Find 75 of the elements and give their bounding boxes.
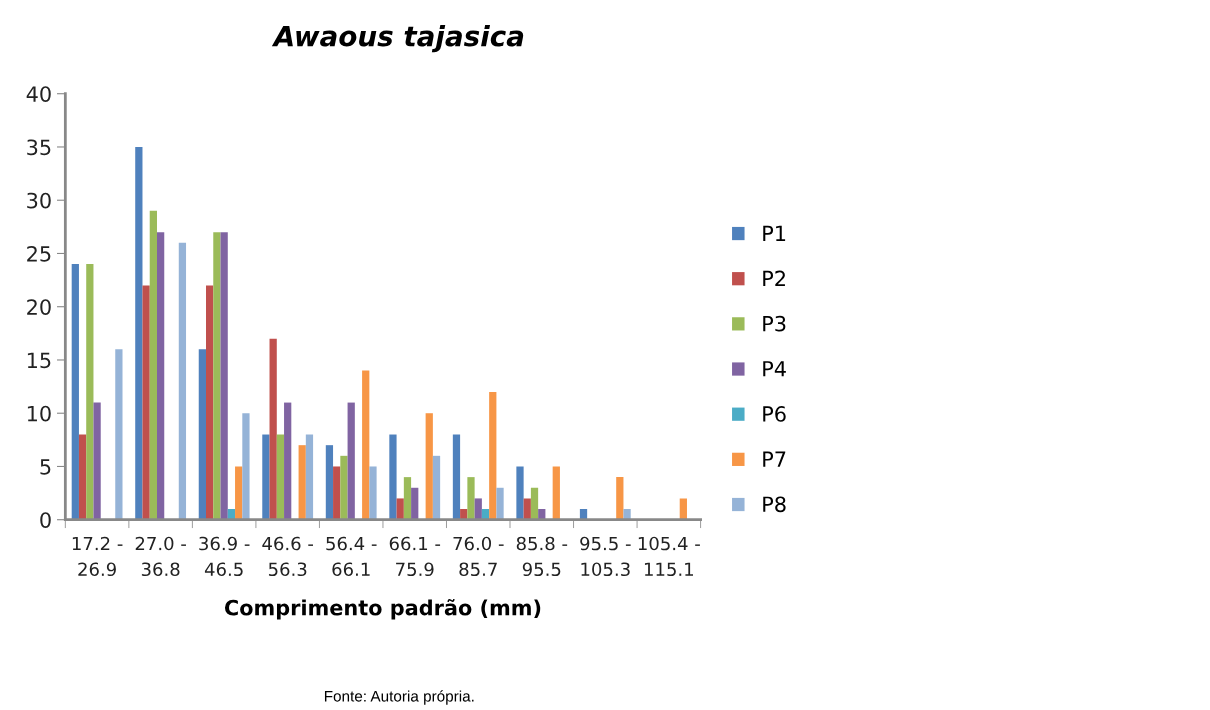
bar	[523, 498, 531, 520]
bar	[467, 477, 475, 520]
x-tick-label: 105.4 - 115.1	[638, 536, 700, 577]
y-tick-label: 20	[27, 299, 51, 315]
legend-label: P6	[763, 406, 786, 422]
bar	[276, 434, 285, 520]
legend-label: P1	[763, 225, 786, 241]
bar	[178, 242, 187, 520]
legend-label: P7	[763, 451, 786, 467]
x-tick-label: 17.2 - 26.9	[72, 536, 123, 577]
bar	[198, 349, 206, 520]
bar	[530, 487, 539, 520]
bar	[396, 498, 404, 520]
bar	[284, 402, 292, 520]
bar	[474, 498, 482, 520]
x-tick-label: 46.6 - 56.3	[262, 536, 314, 577]
bar	[623, 509, 631, 520]
bar	[149, 210, 157, 520]
bar	[93, 402, 101, 520]
bar	[362, 370, 370, 520]
legend-label: P2	[763, 270, 785, 287]
bar	[489, 391, 497, 520]
bar	[220, 232, 228, 520]
bar	[432, 455, 441, 520]
x-tick-label: 76.0 - 85.7	[453, 536, 504, 577]
bar	[206, 285, 214, 520]
y-tick-label: 10	[27, 405, 51, 422]
y-tick-label: 15	[27, 352, 51, 369]
y-tick-label: 30	[27, 192, 51, 209]
y-tick-label: 0	[40, 512, 51, 528]
bar	[389, 434, 397, 520]
x-tick-label: 27.0 - 36.8	[135, 536, 186, 577]
bar	[78, 434, 87, 520]
source-note: Fonte: Autoria própria.	[324, 690, 474, 705]
bar	[496, 487, 504, 520]
bar	[157, 232, 165, 520]
bar	[115, 349, 123, 520]
y-tick-label: 25	[27, 245, 51, 262]
bar	[86, 264, 94, 520]
legend-label: P3	[763, 315, 786, 332]
y-tick-label: 40	[26, 86, 51, 102]
bar	[135, 146, 143, 520]
bar	[452, 434, 461, 520]
x-tick-label: 56.4 - 66.1	[326, 536, 377, 577]
bar	[305, 434, 314, 520]
bar	[516, 466, 524, 520]
bar	[347, 402, 355, 520]
bar	[213, 232, 221, 520]
bar	[298, 445, 306, 520]
bar	[71, 264, 79, 520]
x-tick-label: 95.5 - 105.3	[580, 536, 631, 577]
bar	[403, 477, 412, 520]
bar	[425, 413, 433, 520]
bar	[552, 466, 560, 520]
bar	[679, 498, 687, 520]
bar	[616, 477, 624, 520]
x-tick-label: 85.8 - 95.5	[516, 536, 568, 577]
bar	[262, 434, 270, 520]
y-tick-label: 5	[40, 459, 51, 475]
bar	[340, 455, 348, 520]
bar	[142, 285, 150, 520]
bar	[411, 487, 419, 520]
x-tick-label: 36.9 - 46.5	[199, 536, 250, 577]
bar	[242, 413, 250, 520]
legend-label: P8	[763, 496, 786, 513]
x-tick-label: 66.1 - 75.9	[389, 536, 441, 577]
bar	[269, 338, 277, 520]
bar	[333, 466, 341, 520]
chart-title: Awaous tajasica	[271, 25, 524, 53]
bar	[325, 445, 334, 520]
bar	[369, 466, 377, 520]
bar	[235, 466, 243, 520]
legend-label: P4	[763, 361, 786, 377]
y-tick-label: 35	[27, 139, 51, 156]
x-axis-title: Comprimento padrão (mm)	[224, 599, 541, 620]
